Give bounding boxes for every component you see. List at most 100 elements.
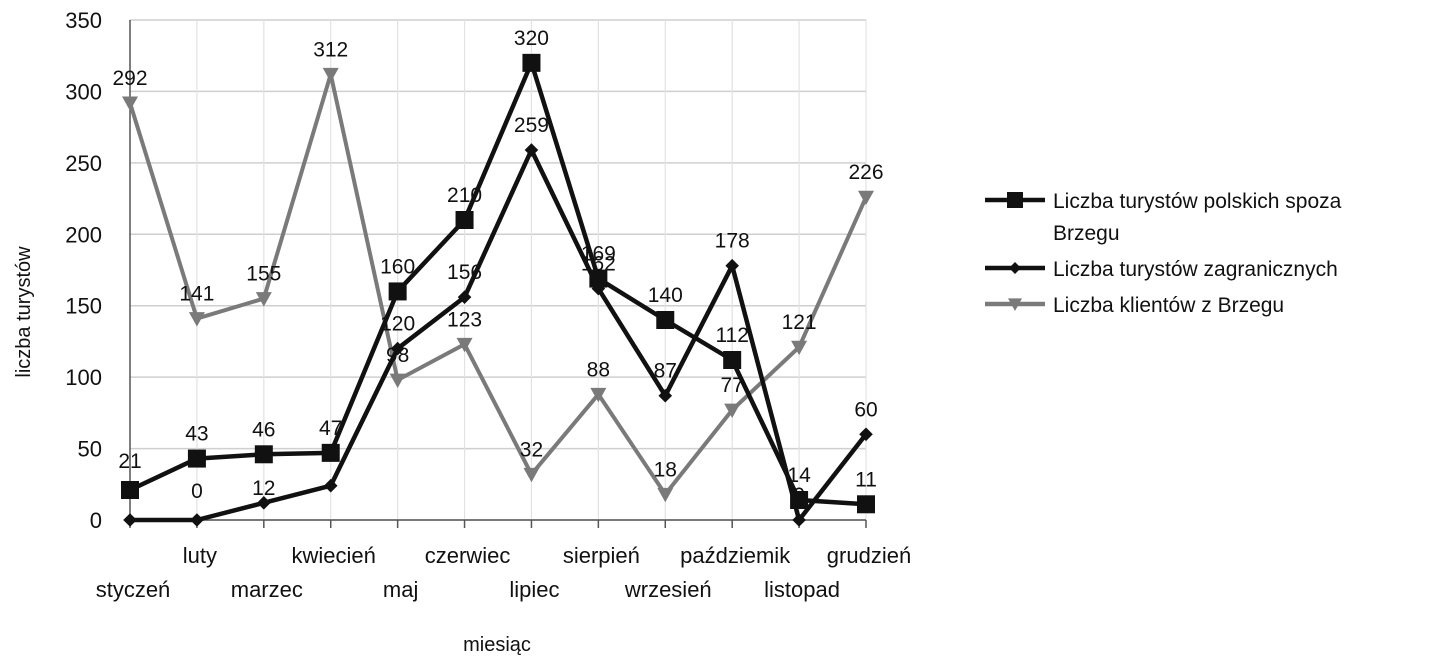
data-label: 178 xyxy=(715,230,750,253)
legend-label: Brzegu xyxy=(1053,222,1120,245)
data-point xyxy=(725,258,739,273)
data-label: 162 xyxy=(581,253,616,276)
data-point xyxy=(457,290,472,304)
x-category-label: sierpień xyxy=(563,543,640,568)
data-point xyxy=(389,373,406,388)
data-label: 292 xyxy=(112,67,147,90)
data-label: 21 xyxy=(118,450,141,473)
y-tick-label: 100 xyxy=(65,365,102,390)
legend-label: Liczba turystów polskich spoza xyxy=(1053,190,1342,213)
data-label: 87 xyxy=(654,360,677,383)
x-category-label: grudzień xyxy=(827,543,911,568)
data-point xyxy=(859,427,873,442)
axes xyxy=(124,20,867,528)
data-label: 140 xyxy=(648,284,683,307)
x-axis-title: miesiąc xyxy=(463,634,531,656)
data-label: 88 xyxy=(587,358,610,381)
data-point xyxy=(724,403,741,418)
legend-entry-1: Liczba turystów polskich spoza Brzegu xyxy=(985,190,1342,245)
x-category-label: maj xyxy=(383,577,418,602)
data-point xyxy=(792,513,806,527)
data-point xyxy=(589,269,608,288)
series-2 xyxy=(123,143,873,527)
data-point xyxy=(121,481,139,499)
gridlines xyxy=(129,19,867,521)
data-label: 259 xyxy=(514,114,549,137)
x-category-label: wrzesień xyxy=(624,577,712,602)
data-label: 0 xyxy=(191,480,203,503)
data-point xyxy=(388,282,407,301)
data-label: 12 xyxy=(252,477,275,500)
series-1 xyxy=(121,53,875,514)
y-axis-ticks: 0 50 100 150 200 250 300 350 xyxy=(65,8,102,533)
x-category-label: czerwiec xyxy=(425,543,511,568)
legend-label: Liczba klientów z Brzegu xyxy=(1053,294,1284,317)
y-tick-label: 50 xyxy=(78,437,102,462)
x-category-label: paździemik xyxy=(680,543,791,568)
data-label: 14 xyxy=(787,464,811,487)
x-category-label: luty xyxy=(183,543,217,568)
data-label: 43 xyxy=(185,423,208,446)
data-label: 46 xyxy=(252,418,275,441)
legend-marker-icon xyxy=(1007,192,1023,208)
y-tick-label: 150 xyxy=(65,294,102,319)
data-point xyxy=(791,340,808,356)
x-category-label: styczeń xyxy=(96,577,171,602)
y-tick-label: 300 xyxy=(65,79,102,104)
data-label: 121 xyxy=(782,311,817,334)
legend-entry-2: Liczba turystów zagranicznych xyxy=(985,258,1338,281)
x-category-label: lipiec xyxy=(509,577,559,602)
y-tick-label: 200 xyxy=(65,222,102,247)
data-point xyxy=(322,67,339,83)
series-line xyxy=(130,147,868,523)
series-line xyxy=(129,60,867,507)
x-axis-categories: styczeń luty marzec kwiecień maj czerwiec lipi… xyxy=(96,543,911,602)
series-3 xyxy=(122,67,874,503)
data-point xyxy=(190,513,204,527)
series-line xyxy=(128,72,868,497)
data-point xyxy=(122,96,138,111)
legend-entry-3: Liczba klientów z Brzegu xyxy=(985,294,1284,317)
data-point xyxy=(591,281,606,296)
data-label: 0 xyxy=(124,480,136,503)
data-point xyxy=(123,513,137,527)
data-label: 47 xyxy=(319,417,342,440)
data-point xyxy=(323,478,338,493)
data-label: 60 xyxy=(854,398,877,421)
data-point xyxy=(858,190,874,206)
x-category-label: kwiecień xyxy=(292,543,376,568)
data-point xyxy=(790,491,809,509)
y-tick-label: 350 xyxy=(65,8,102,33)
data-label: 98 xyxy=(386,344,409,367)
data-point xyxy=(255,292,272,307)
data-label: 312 xyxy=(313,38,348,61)
data-point xyxy=(657,487,674,503)
y-axis-title: liczba turystów xyxy=(13,246,35,378)
legend: Liczba turystów polskich spozaBrzeguLicz… xyxy=(985,190,1342,317)
data-point xyxy=(188,312,205,327)
data-point xyxy=(456,337,473,353)
data-point xyxy=(857,495,875,514)
data-label: 169 xyxy=(581,243,616,266)
data-point xyxy=(590,387,607,403)
y-tick-label: 0 xyxy=(90,508,102,533)
data-point xyxy=(522,53,541,72)
data-point xyxy=(257,496,271,510)
x-category-label: listopad xyxy=(764,577,840,602)
data-label: 77 xyxy=(721,374,744,397)
data-point xyxy=(455,211,474,229)
data-label: 226 xyxy=(848,161,883,184)
data-label: 320 xyxy=(514,27,549,50)
legend-marker-icon xyxy=(1009,262,1021,274)
data-point xyxy=(321,443,340,462)
data-label: 32 xyxy=(520,438,543,461)
series-lines xyxy=(121,53,875,527)
data-label: 112 xyxy=(715,324,748,347)
legend-marker-icon xyxy=(1008,298,1022,311)
data-label: 141 xyxy=(179,283,214,306)
data-point xyxy=(524,143,539,157)
data-point xyxy=(658,388,673,403)
data-label: 155 xyxy=(246,263,281,286)
